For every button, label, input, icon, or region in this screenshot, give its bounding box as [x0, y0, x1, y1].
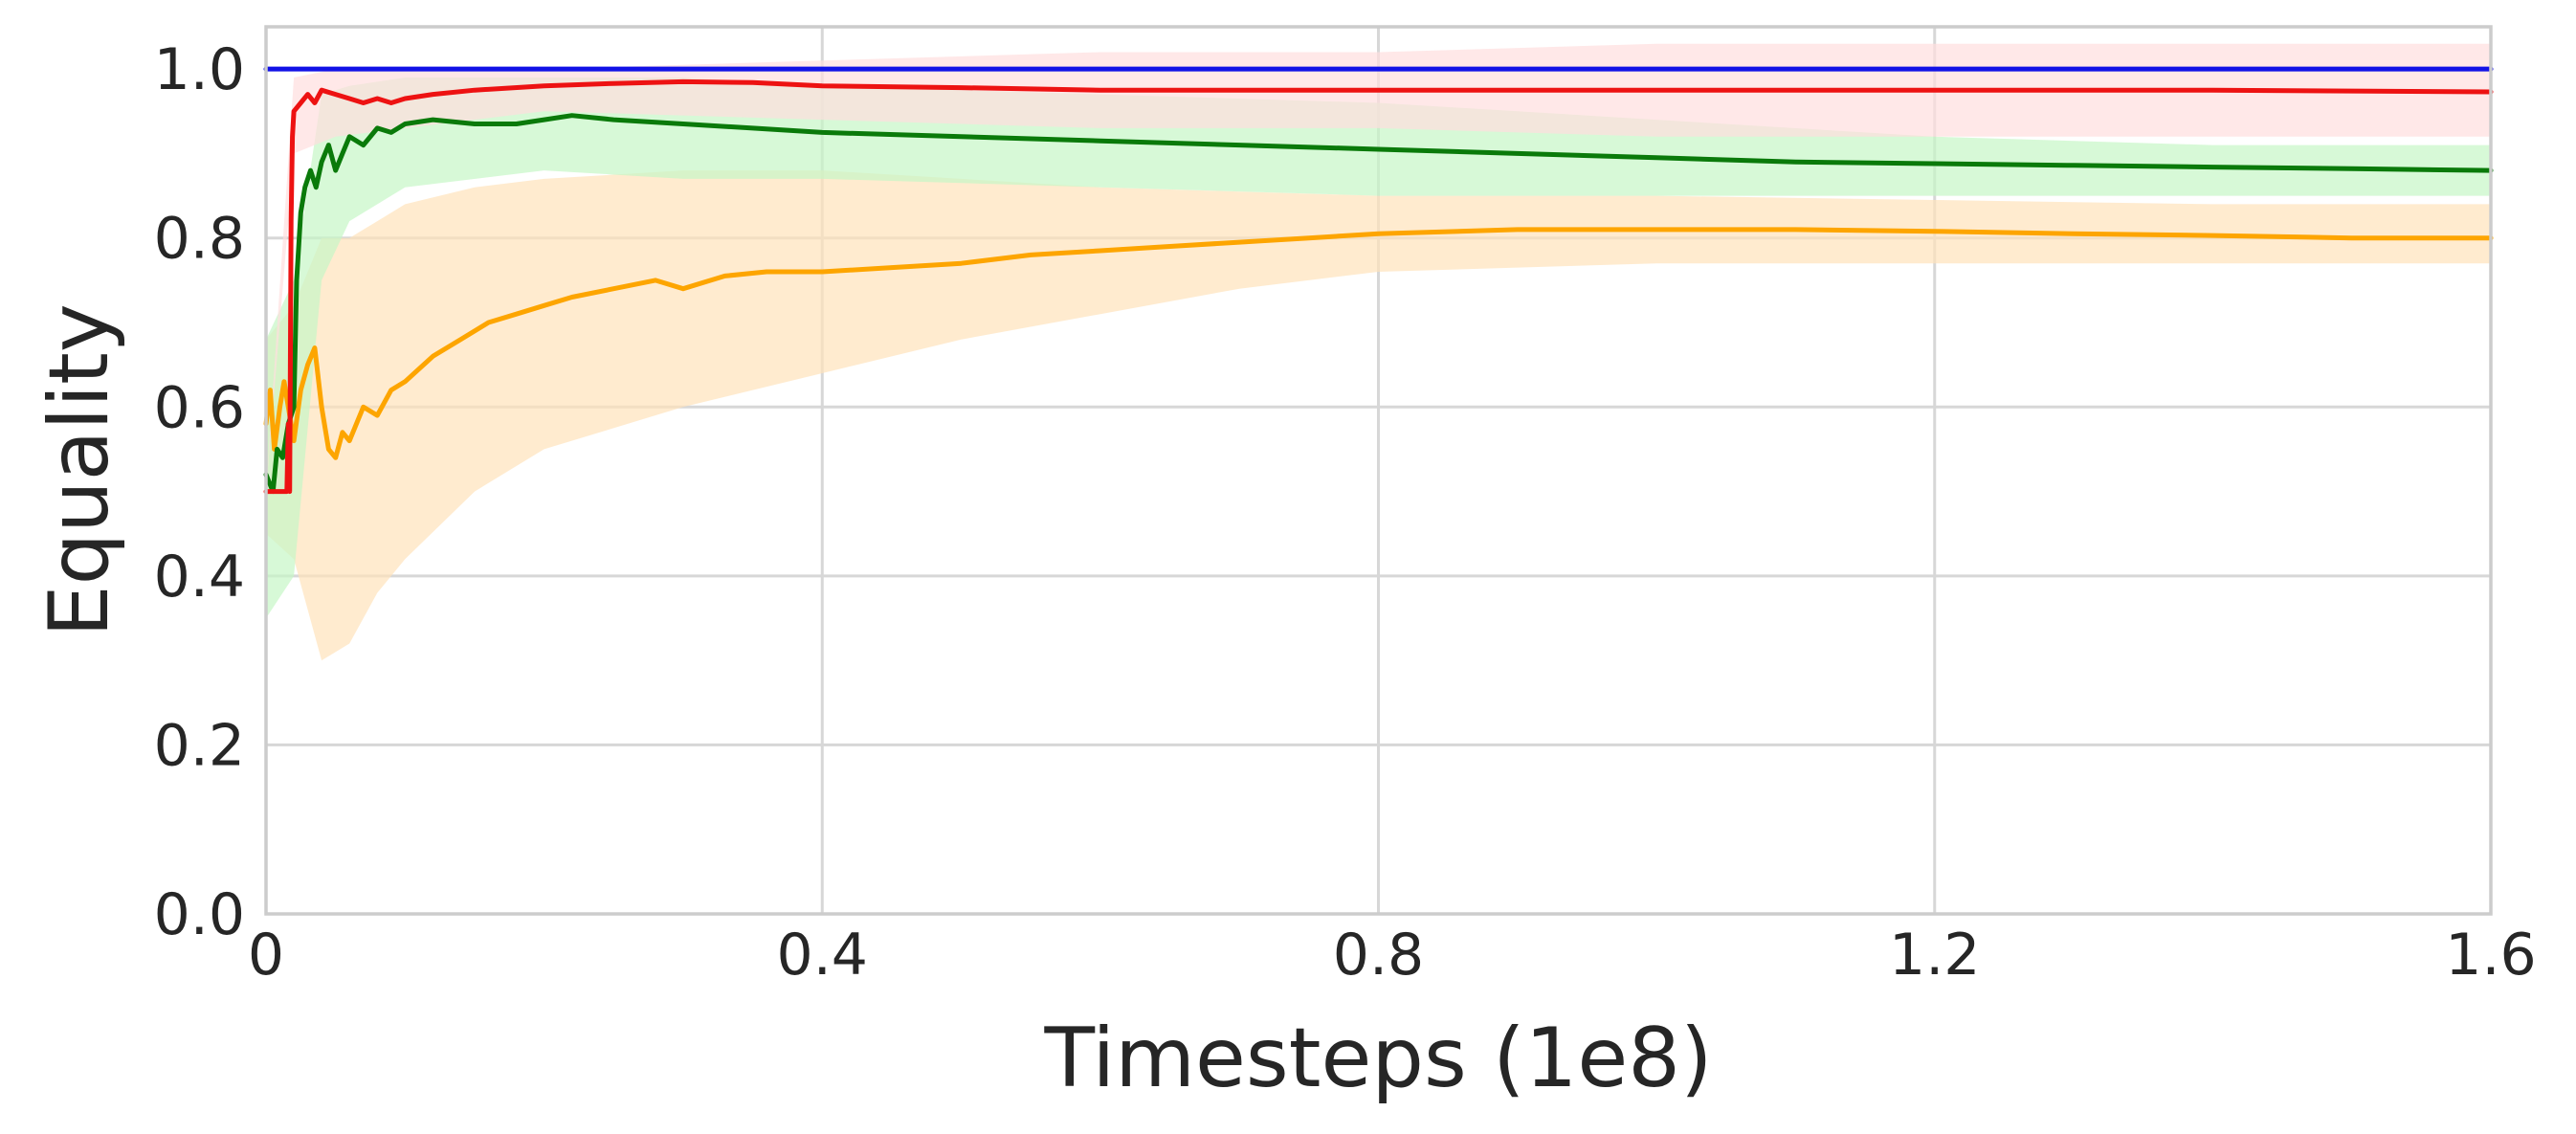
y-tick-label: 0.4: [154, 544, 245, 611]
x-tick-label: 0.8: [1333, 922, 1424, 989]
plot-frame: [264, 25, 2493, 916]
x-axis-ticks: 0 0.4 0.8 1.2 1.6: [248, 922, 2537, 989]
y-tick-label: 1.0: [154, 36, 245, 103]
x-tick-label: 1.6: [2445, 922, 2536, 989]
y-axis-ticks: 0.0 0.2 0.4 0.6 0.8 1.0: [154, 36, 245, 948]
series-1-line: [263, 113, 2494, 495]
y-tick-label: 0.8: [154, 206, 245, 273]
x-tick-label: 0: [248, 922, 284, 989]
y-tick-label: 0.0: [154, 881, 245, 948]
x-tick-label: 1.2: [1889, 922, 1980, 989]
y-tick-label: 0.6: [154, 374, 245, 441]
series-0-line: [263, 227, 2494, 460]
x-axis-label: Timesteps (1e8): [1043, 1011, 1712, 1106]
series-0-band: [266, 170, 2491, 661]
series-1-band: [266, 78, 2491, 618]
x-tick-label: 0.4: [777, 922, 868, 989]
y-axis-label: Equality: [32, 303, 127, 637]
series-2-line: [263, 78, 2494, 495]
series-lines: [263, 66, 2494, 495]
y-tick-label: 0.2: [154, 712, 245, 779]
